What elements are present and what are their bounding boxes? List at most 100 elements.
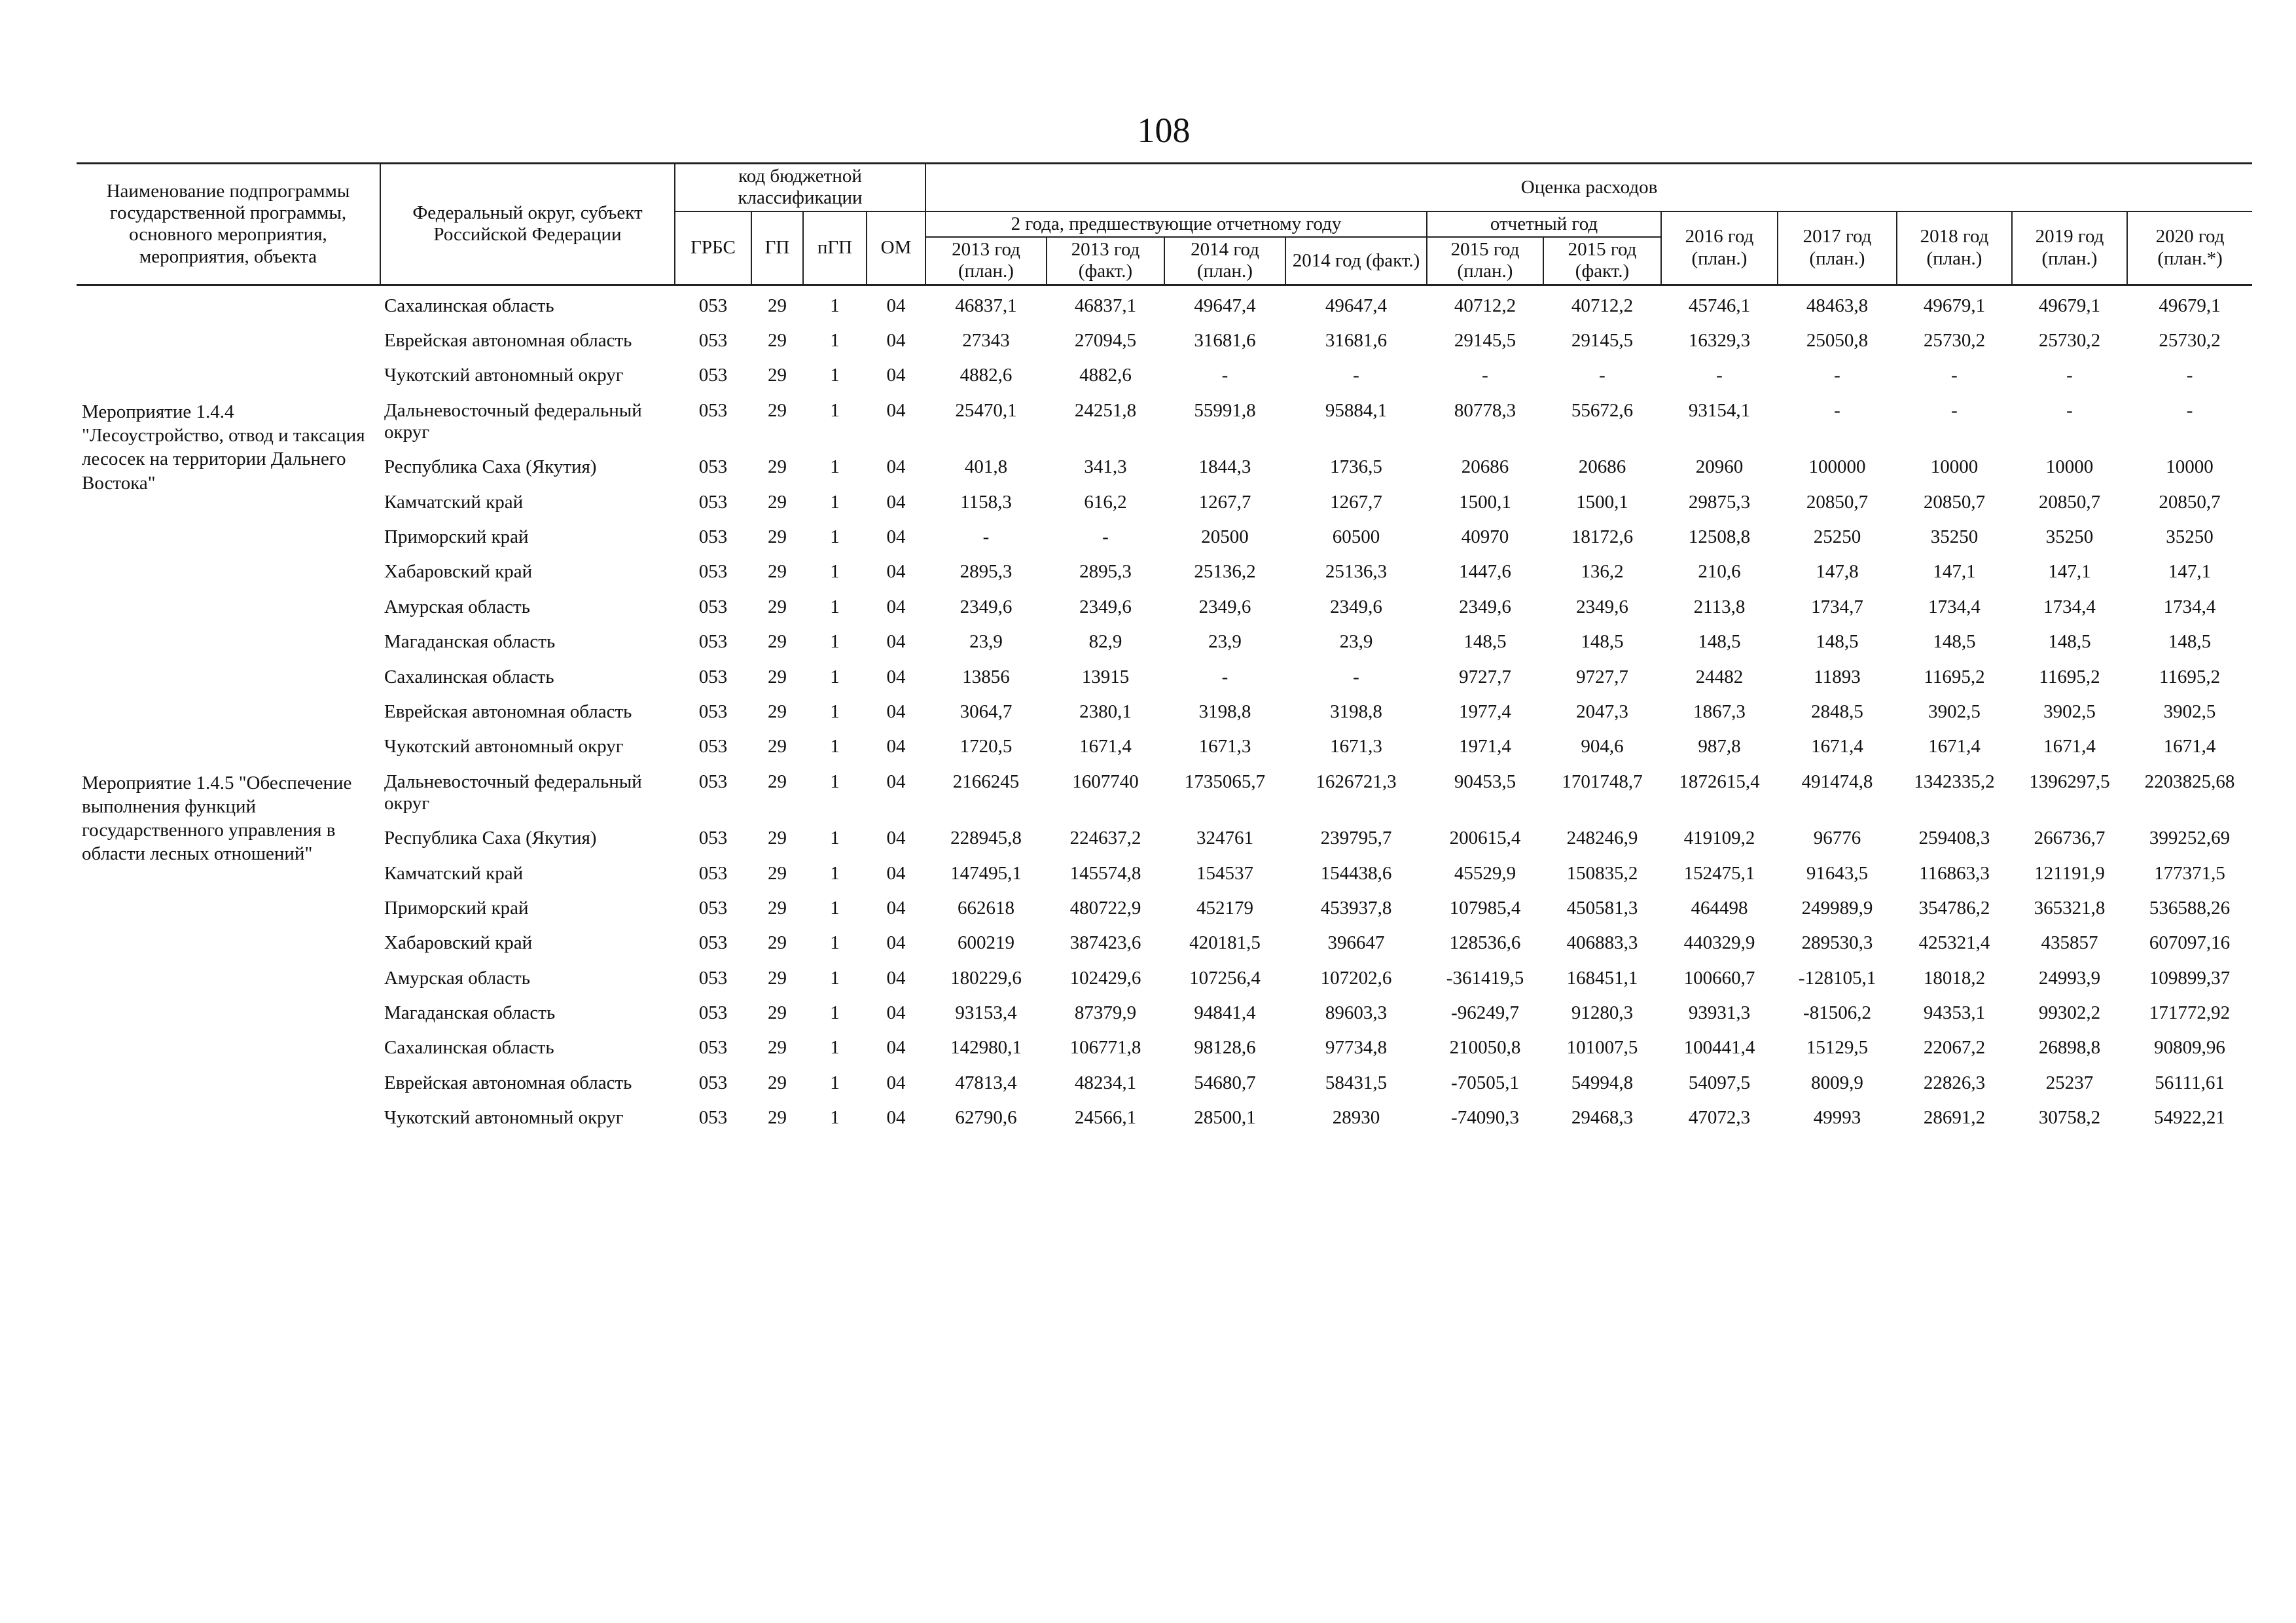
value: -361419,5 <box>1446 967 1524 989</box>
code: 04 <box>886 631 906 653</box>
value: 1872615,4 <box>1679 771 1760 792</box>
value: 2166245 <box>952 771 1020 792</box>
value: - <box>2186 365 2193 386</box>
code: 053 <box>698 456 728 478</box>
value: 147,1 <box>2048 561 2091 583</box>
region: Хабаровский край <box>384 932 533 954</box>
code: 04 <box>886 701 906 722</box>
table-row: Республика Саха (Якутия) 053 29 1 04 228945,8… <box>77 818 2252 853</box>
value: 20960 <box>1695 456 1744 478</box>
value: 148,5 <box>1581 631 1624 653</box>
value: 1267,7 <box>1198 491 1251 513</box>
value: 27343 <box>962 330 1010 352</box>
value: 147495,1 <box>950 862 1022 884</box>
table-row: Хабаровский край 053 29 1 04 2895,3 2895,3 2513… <box>77 552 2252 587</box>
code: 1 <box>830 561 840 583</box>
code: 053 <box>698 1072 728 1093</box>
table-row: Сахалинская область 053 29 1 04 13856 13915 - - 9… <box>77 657 2252 692</box>
code: 29 <box>768 932 787 954</box>
value: 399252,69 <box>2149 828 2231 849</box>
table-row: Республика Саха (Якутия) 053 29 1 04 401,8 341… <box>77 447 2252 482</box>
value: 35250 <box>2166 526 2214 548</box>
code: 053 <box>698 330 728 352</box>
value: 1844,3 <box>1198 456 1251 478</box>
code: 29 <box>768 736 787 757</box>
value: 11695,2 <box>2159 666 2221 687</box>
value: 55991,8 <box>1194 399 1256 421</box>
code: 29 <box>768 701 787 722</box>
value: -70505,1 <box>1451 1072 1519 1093</box>
header-cell: 2015 год (факт.) <box>1543 236 1662 286</box>
value: - <box>2186 399 2193 421</box>
code: 04 <box>886 1106 906 1128</box>
value: 148,5 <box>1816 631 1859 653</box>
value: - <box>1834 365 1840 386</box>
code: 04 <box>886 666 906 687</box>
code: 04 <box>886 862 906 884</box>
value: 93931,3 <box>1688 1002 1751 1023</box>
code: 29 <box>768 330 787 352</box>
header-cell: 2015 год (план.) <box>1426 236 1544 286</box>
value: 150835,2 <box>1566 862 1638 884</box>
code: 1 <box>830 399 840 421</box>
header-cell: код бюджетной классификации <box>674 162 926 212</box>
code: 1 <box>830 1072 840 1093</box>
value: 4882,6 <box>1079 365 1132 386</box>
code: 04 <box>886 561 906 583</box>
value: 1342335,2 <box>1914 771 1995 792</box>
code: 29 <box>768 1037 787 1059</box>
value: 1671,4 <box>2043 736 2096 757</box>
value: 3064,7 <box>960 701 1013 722</box>
value: 49679,1 <box>2038 295 2101 316</box>
value: 145574,8 <box>1069 862 1141 884</box>
value: 662618 <box>958 897 1014 919</box>
value: 24993,9 <box>2038 967 2101 989</box>
value: 536588,26 <box>2149 897 2231 919</box>
value: 1701748,7 <box>1562 771 1643 792</box>
region: Республика Саха (Якутия) <box>384 828 597 849</box>
value: 107202,6 <box>1320 967 1392 989</box>
code: 04 <box>886 1072 906 1093</box>
code: 04 <box>886 932 906 954</box>
code: 04 <box>886 491 906 513</box>
code: 1 <box>830 456 840 478</box>
value: 147,1 <box>2168 561 2212 583</box>
value: 401,8 <box>964 456 1008 478</box>
value: 8009,9 <box>1811 1072 1863 1093</box>
code: 053 <box>698 701 728 722</box>
value: 98128,6 <box>1194 1037 1256 1059</box>
value: - <box>1482 365 1488 386</box>
code: 04 <box>886 897 906 919</box>
header-row: 2013 год (план.) 2013 год (факт.) 2014 год… <box>77 236 2252 286</box>
value: 177371,5 <box>2154 862 2225 884</box>
region: Дальневосточный федеральный округ <box>384 399 642 443</box>
value: 425321,4 <box>1918 932 1990 954</box>
value: 154537 <box>1196 862 1253 884</box>
value: 440329,9 <box>1683 932 1755 954</box>
value: 600219 <box>958 932 1014 954</box>
value: 22826,3 <box>1923 1072 1986 1093</box>
value: 25237 <box>2045 1072 2094 1093</box>
value: 2349,6 <box>960 596 1013 617</box>
value: - <box>2066 399 2073 421</box>
code: 1 <box>830 295 840 316</box>
value: 96776 <box>1813 828 1861 849</box>
value: 289530,3 <box>1801 932 1873 954</box>
region: Сахалинская область <box>384 1037 554 1059</box>
value: 29145,5 <box>1454 330 1516 352</box>
value: 20850,7 <box>1806 491 1869 513</box>
header-cell: 2020 год (план.*) <box>2126 210 2253 286</box>
code: 1 <box>830 828 840 849</box>
value: 180229,6 <box>950 967 1022 989</box>
code: 29 <box>768 295 787 316</box>
code: 1 <box>830 330 840 352</box>
value: 24251,8 <box>1074 399 1137 421</box>
table-row: Еврейская автономная область 053 29 1 04 3064… <box>77 692 2252 727</box>
code: 29 <box>768 862 787 884</box>
code: 1 <box>830 736 840 757</box>
code: 29 <box>768 666 787 687</box>
value: 28691,2 <box>1923 1106 1986 1128</box>
value: 3902,5 <box>2163 701 2216 722</box>
value: 109899,37 <box>2149 967 2231 989</box>
